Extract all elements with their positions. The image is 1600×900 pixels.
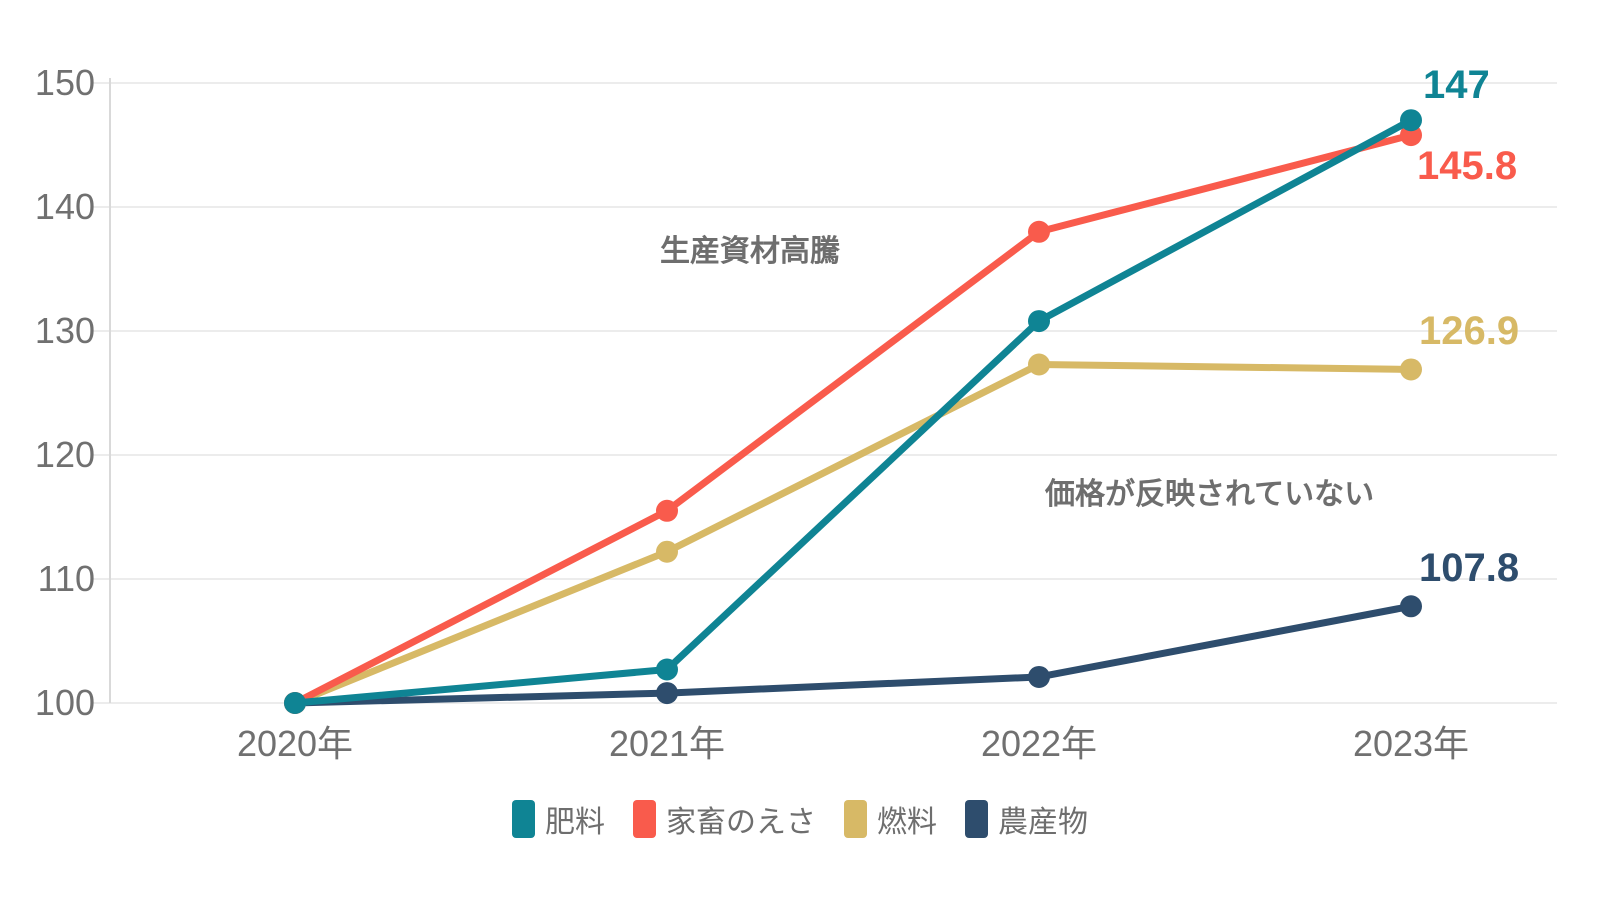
end-value-label-肥料: 147: [1423, 63, 1490, 108]
legend-swatch-icon: [633, 800, 656, 838]
data-point-肥料: [1028, 310, 1050, 333]
legend-swatch-icon: [512, 800, 535, 838]
data-point-農産物: [656, 682, 678, 705]
y-axis-tick-label: 130: [35, 310, 95, 351]
legend-item-農産物: 農産物: [965, 797, 1088, 841]
legend-label: 燃料: [877, 806, 937, 839]
end-value-label-農産物: 107.8: [1419, 546, 1520, 591]
data-point-燃料: [1400, 358, 1422, 381]
data-point-農産物: [1400, 595, 1422, 618]
data-point-農産物: [1028, 665, 1050, 688]
series-line-農産物: [291, 602, 1415, 707]
x-axis-tick-label: 2020年: [237, 723, 353, 764]
x-axis-tick-label: 2023年: [1353, 723, 1469, 764]
y-axis-tick-label: 120: [35, 434, 95, 475]
data-point-燃料: [1028, 353, 1050, 376]
x-axis-tick-label: 2022年: [981, 723, 1097, 764]
y-axis-tick-label: 150: [35, 62, 95, 103]
legend-label: 肥料: [545, 806, 605, 839]
legend-label: 農産物: [998, 806, 1088, 839]
end-value-label-家畜のえさ: 145.8: [1417, 144, 1518, 189]
data-point-肥料: [1400, 109, 1422, 132]
legend-swatch-icon: [965, 800, 988, 838]
chart-legend: 肥料 家畜のえさ 燃料 農産物: [0, 797, 1600, 841]
series-line-家畜のえさ: [291, 131, 1415, 707]
y-axis-tick-label: 100: [35, 682, 95, 723]
data-point-家畜のえさ: [1028, 220, 1050, 243]
series-line-肥料: [291, 116, 1415, 707]
data-point-肥料: [656, 658, 678, 681]
legend-item-家畜のえさ: 家畜のえさ: [633, 797, 816, 841]
x-axis-tick-label: 2021年: [609, 723, 725, 764]
data-point-家畜のえさ: [656, 499, 678, 522]
data-point-燃料: [656, 540, 678, 563]
legend-item-燃料: 燃料: [844, 797, 937, 841]
y-axis-tick-label: 140: [35, 186, 95, 227]
annotation-production-materials-surge: 生産資材高騰: [660, 235, 840, 268]
y-axis-tick-label: 110: [38, 558, 95, 599]
legend-swatch-icon: [844, 800, 867, 838]
legend-label: 家畜のえさ: [666, 806, 816, 839]
annotation-prices-not-reflected: 価格が反映されていない: [1045, 478, 1375, 511]
end-value-label-燃料: 126.9: [1419, 309, 1520, 354]
data-point-肥料: [284, 692, 306, 714]
legend-item-肥料: 肥料: [512, 797, 605, 841]
series-line-燃料: [291, 360, 1415, 707]
